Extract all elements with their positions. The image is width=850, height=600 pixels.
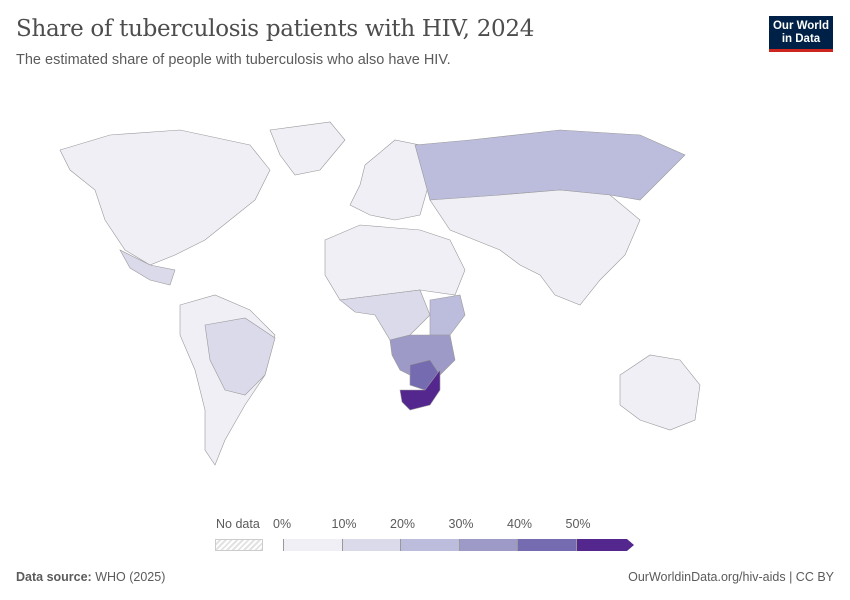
country-region[interactable] [429,189,641,306]
chart-subtitle: The estimated share of people with tuber… [16,52,451,68]
legend-tick: 10% [331,517,357,531]
legend-bin[interactable] [341,539,400,551]
legend-tick: 30% [448,517,474,531]
legend-bin[interactable] [458,539,517,551]
country-region[interactable] [204,317,276,396]
data-source: Data source: WHO (2025) [16,570,165,584]
legend-tick: 0% [273,517,292,531]
source-label: Data source: [16,570,92,584]
country-region[interactable] [59,129,271,266]
country-region[interactable] [399,369,441,411]
legend-tick: 50% [565,517,591,531]
legend-bin[interactable] [575,539,634,551]
footer-link[interactable]: OurWorldinData.org/hiv-aids | CC BY [628,570,834,584]
country-region[interactable] [119,249,176,286]
country-region[interactable] [269,121,346,176]
country-region[interactable] [619,354,701,431]
legend-no-data-swatch[interactable] [215,539,263,551]
legend: No data 0% 10% 20% 30% 40% 50% [0,515,850,555]
chart-title: Share of tuberculosis patients with HIV,… [16,16,535,42]
country-region[interactable] [324,224,466,301]
world-map[interactable] [0,90,850,490]
legend-tick: 40% [507,517,533,531]
source-value: WHO (2025) [95,570,166,584]
legend-tick: 20% [390,517,416,531]
legend-bin[interactable] [517,539,576,551]
legend-bin[interactable] [283,539,342,551]
country-region[interactable] [349,139,431,221]
country-region[interactable] [429,294,466,336]
legend-no-data-label: No data [216,517,260,531]
owid-logo[interactable]: Our World in Data [769,16,833,52]
legend-bin[interactable] [400,539,459,551]
